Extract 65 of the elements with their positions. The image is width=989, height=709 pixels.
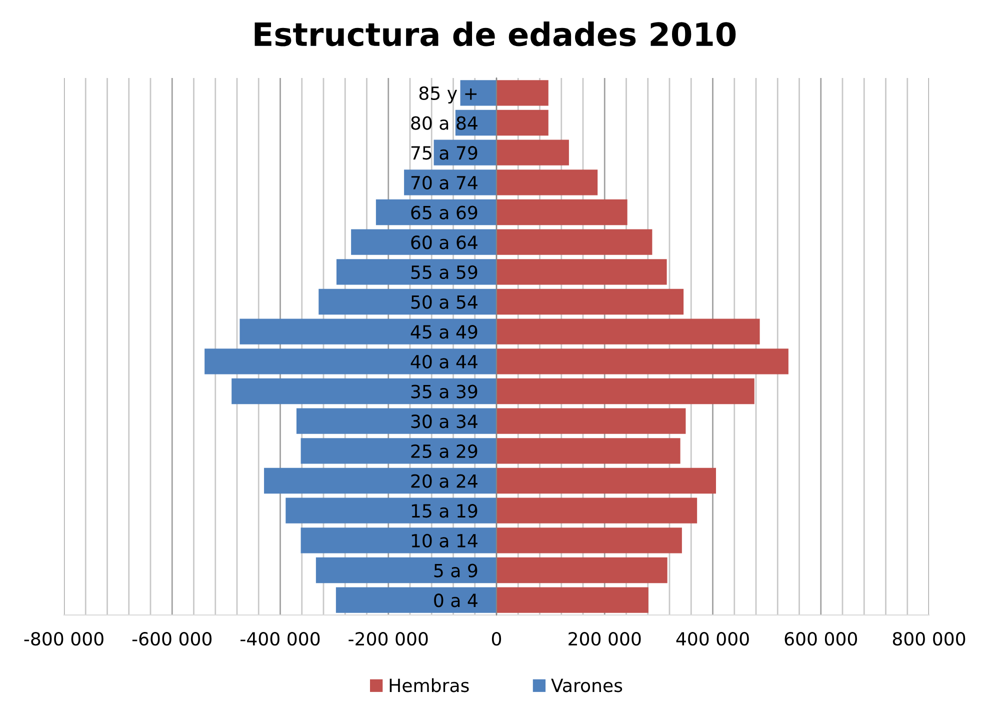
bar	[232, 378, 496, 404]
bar	[496, 378, 754, 404]
legend-label: Varones	[551, 678, 622, 692]
bar	[300, 528, 496, 554]
bar	[496, 557, 668, 584]
x-tick-label: 600 000	[784, 632, 858, 646]
bar	[496, 110, 548, 136]
y-tick-label: 60 a 64	[411, 236, 478, 250]
y-tick-label: 55 a 59	[411, 265, 478, 280]
y-tick-label: 40 a 44	[410, 354, 478, 369]
bar	[264, 468, 496, 494]
bar	[496, 199, 628, 226]
y-tick-label: 65 a 69	[411, 206, 478, 220]
chart-title: Estructura de edades 2010	[254, 22, 736, 46]
bar	[496, 408, 686, 434]
bar	[496, 288, 684, 315]
x-tick-label: 0	[492, 632, 502, 646]
y-tick-label: 15 a 19	[412, 504, 478, 518]
y-tick-label: 20 a 24	[411, 474, 478, 488]
bar	[496, 498, 698, 524]
x-tick-label: 200 000	[568, 632, 641, 646]
y-tick-label: 35 a 39	[411, 384, 478, 398]
bar	[496, 348, 788, 374]
bar	[204, 348, 496, 374]
bar	[318, 288, 496, 315]
y-tick-label: 80 a 84	[411, 116, 478, 130]
bar	[496, 528, 682, 554]
y-tick-label: 45 a 49	[410, 325, 478, 339]
y-tick-label: 85 y +	[419, 86, 477, 104]
x-tick-label: -200 000	[348, 632, 428, 646]
bar	[240, 318, 496, 344]
y-tick-label: 30 a 34	[411, 414, 478, 428]
y-tick-label: 70 a 74	[411, 176, 478, 190]
legend-label: Hembras	[390, 678, 469, 692]
x-tick-label: -800 000	[24, 632, 104, 646]
bar	[336, 587, 496, 613]
bar	[300, 438, 496, 464]
bar	[336, 259, 496, 285]
bar	[496, 259, 667, 285]
x-tick-label: 400 000	[676, 632, 749, 646]
bar	[496, 438, 680, 464]
bar	[316, 557, 496, 584]
bar	[496, 229, 652, 255]
x-tick-label: -400 000	[240, 632, 320, 646]
bar	[496, 468, 716, 494]
bar	[496, 140, 569, 166]
bar	[496, 80, 548, 106]
y-tick-label: 10 a 14	[412, 534, 478, 548]
x-tick-label: 800 000	[892, 632, 966, 646]
bar	[296, 408, 496, 434]
bar	[434, 140, 496, 166]
y-tick-label: 5 a 9	[434, 564, 478, 578]
y-tick-label: 75 a 79	[411, 146, 478, 160]
bar	[351, 229, 496, 255]
bar	[496, 318, 760, 344]
y-tick-label: 50 a 54	[411, 295, 478, 309]
bar	[496, 170, 598, 196]
x-tick-label: -600 000	[132, 632, 212, 646]
bar	[404, 170, 496, 196]
y-tick-label: 25 a 29	[411, 444, 478, 458]
bar	[496, 587, 648, 613]
bar	[460, 80, 496, 106]
bar	[286, 498, 496, 524]
bar	[376, 199, 496, 226]
y-tick-label: 0 a 4	[434, 594, 478, 608]
